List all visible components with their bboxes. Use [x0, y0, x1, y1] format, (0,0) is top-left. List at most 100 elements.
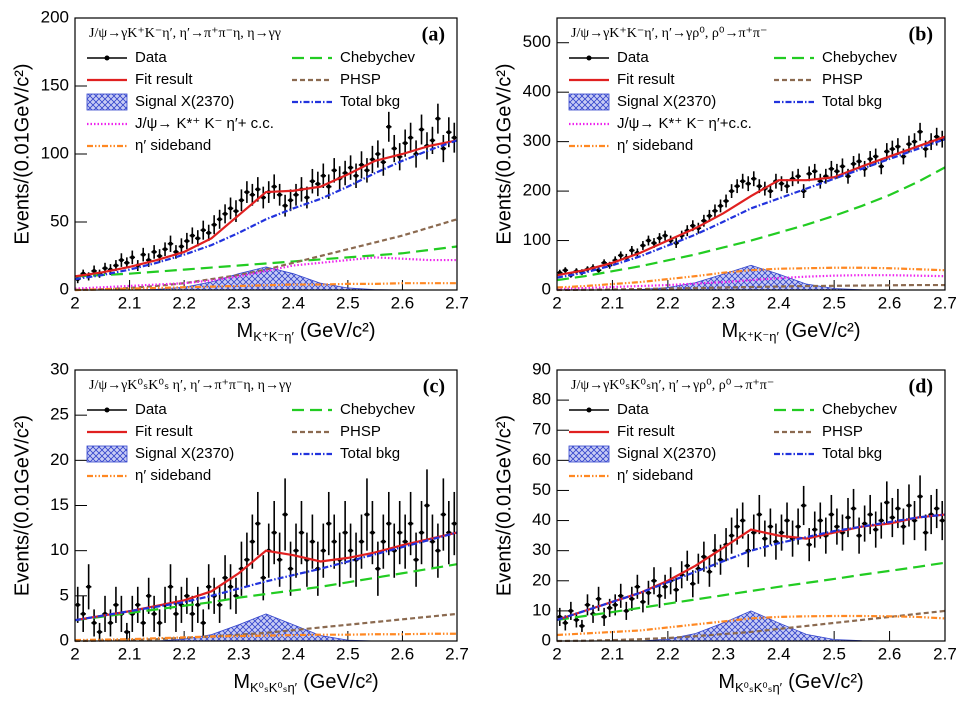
x-tick-label: 2.1: [118, 644, 142, 663]
x-tick-label: 2.6: [878, 644, 902, 663]
curve: [74, 531, 458, 622]
data-point: [934, 134, 939, 139]
legend-label: Data: [135, 49, 167, 66]
data-point: [607, 605, 612, 610]
data-point: [294, 192, 299, 197]
data-point: [223, 211, 228, 216]
data-point: [923, 530, 928, 535]
y-tick-label: 20: [50, 450, 69, 469]
data-point: [124, 260, 129, 265]
data-point: [834, 524, 839, 529]
data-point: [785, 184, 790, 189]
data-point: [851, 506, 856, 511]
x-tick-label: 2.3: [227, 293, 251, 312]
legend-label: Signal X(2370): [617, 93, 716, 110]
x-tick-label: 2.1: [601, 644, 625, 663]
data-point: [574, 617, 579, 622]
legend-label: Fit result: [135, 423, 193, 440]
data-point: [190, 611, 195, 616]
curve: [74, 256, 457, 290]
data-point: [163, 247, 168, 252]
data-point: [152, 611, 157, 616]
legend-label: η′ sideband: [135, 467, 211, 484]
curve: [74, 282, 457, 292]
legend-label: η′ sideband: [135, 137, 211, 154]
data-point: [81, 611, 86, 616]
data-point: [408, 521, 413, 526]
legend-label: J/ψ→ K*⁺ K⁻ η′+ c.c.: [135, 115, 274, 132]
data-point: [113, 602, 118, 607]
panel: 2 2.1 2.2 2.3 2.4 2.5 2.6 2.7 0 10 20 30 40 50 60 70 80 9…: [493, 359, 957, 695]
data-point: [103, 266, 108, 271]
legend-key: [104, 407, 110, 413]
data-point: [435, 116, 440, 121]
data-point: [179, 244, 184, 249]
data-point: [348, 548, 353, 553]
legend-key: [104, 55, 110, 61]
y-tick-label: 500: [523, 32, 551, 51]
data-point: [618, 593, 623, 598]
curve: [556, 561, 946, 622]
curve: [556, 513, 946, 621]
label-part: K⁰ₛK⁰ₛη′: [735, 680, 783, 695]
panel: 2 2.1 2.2 2.3 2.4 2.5 2.6 2.7 0 100 200 300 400 500 J/…: [493, 17, 957, 344]
data-point: [618, 253, 623, 258]
data-point: [228, 584, 233, 589]
data-point: [212, 222, 217, 227]
data-point: [873, 154, 878, 159]
data-point: [890, 515, 895, 520]
data-point: [663, 584, 668, 589]
curve: [74, 139, 458, 281]
data-point: [190, 233, 195, 238]
label-part: (GeV/c²): [300, 320, 376, 342]
data-point: [261, 575, 266, 580]
legend-label: η′ sideband: [617, 467, 693, 484]
legend-label: Data: [135, 401, 167, 418]
data-point: [851, 161, 856, 166]
frame: [74, 17, 458, 291]
data-point: [173, 611, 178, 616]
data-point: [435, 548, 440, 553]
data-point: [768, 189, 773, 194]
data-point: [233, 209, 238, 214]
data-point: [130, 255, 135, 260]
y-tick-label: 0: [60, 279, 69, 298]
data-point: [359, 539, 364, 544]
y-tick-label: 40: [532, 510, 551, 529]
data-point: [92, 620, 97, 625]
data-point: [663, 233, 668, 238]
y-tick-label: 100: [523, 230, 551, 249]
x-axis-label: MK⁺K⁻η′ (GeV/c²): [722, 320, 861, 344]
legend-label: PHSP: [340, 71, 381, 88]
data-point: [729, 189, 734, 194]
label-part: K⁰ₛK⁰ₛη′: [250, 680, 298, 695]
data-point: [86, 584, 91, 589]
data-point: [408, 135, 413, 140]
data-point: [640, 599, 645, 604]
data-point: [326, 521, 331, 526]
data-point: [250, 539, 255, 544]
curve: [556, 283, 945, 292]
data-point: [397, 530, 402, 535]
legend-key: [568, 93, 610, 111]
data-point: [321, 548, 326, 553]
data-point: [228, 206, 233, 211]
x-tick-label: 2.3: [711, 293, 735, 312]
data-point: [239, 198, 244, 203]
label-part: K⁺K⁻η′: [738, 329, 779, 344]
data-point: [364, 512, 369, 517]
legend-label: Signal X(2370): [135, 445, 234, 462]
data-point: [403, 539, 408, 544]
data-point: [895, 144, 900, 149]
legend-key: [586, 55, 592, 61]
data-point: [785, 518, 790, 523]
data-point: [740, 518, 745, 523]
data-point: [452, 521, 457, 526]
data-point: [310, 179, 315, 184]
label-part: M: [718, 671, 735, 693]
data-point: [124, 629, 129, 634]
y-tick-label: 0: [542, 630, 551, 649]
y-axis-label: Events/(0.01GeV/c²): [11, 415, 33, 596]
y-tick-label: 400: [523, 82, 551, 101]
data-point: [735, 524, 740, 529]
